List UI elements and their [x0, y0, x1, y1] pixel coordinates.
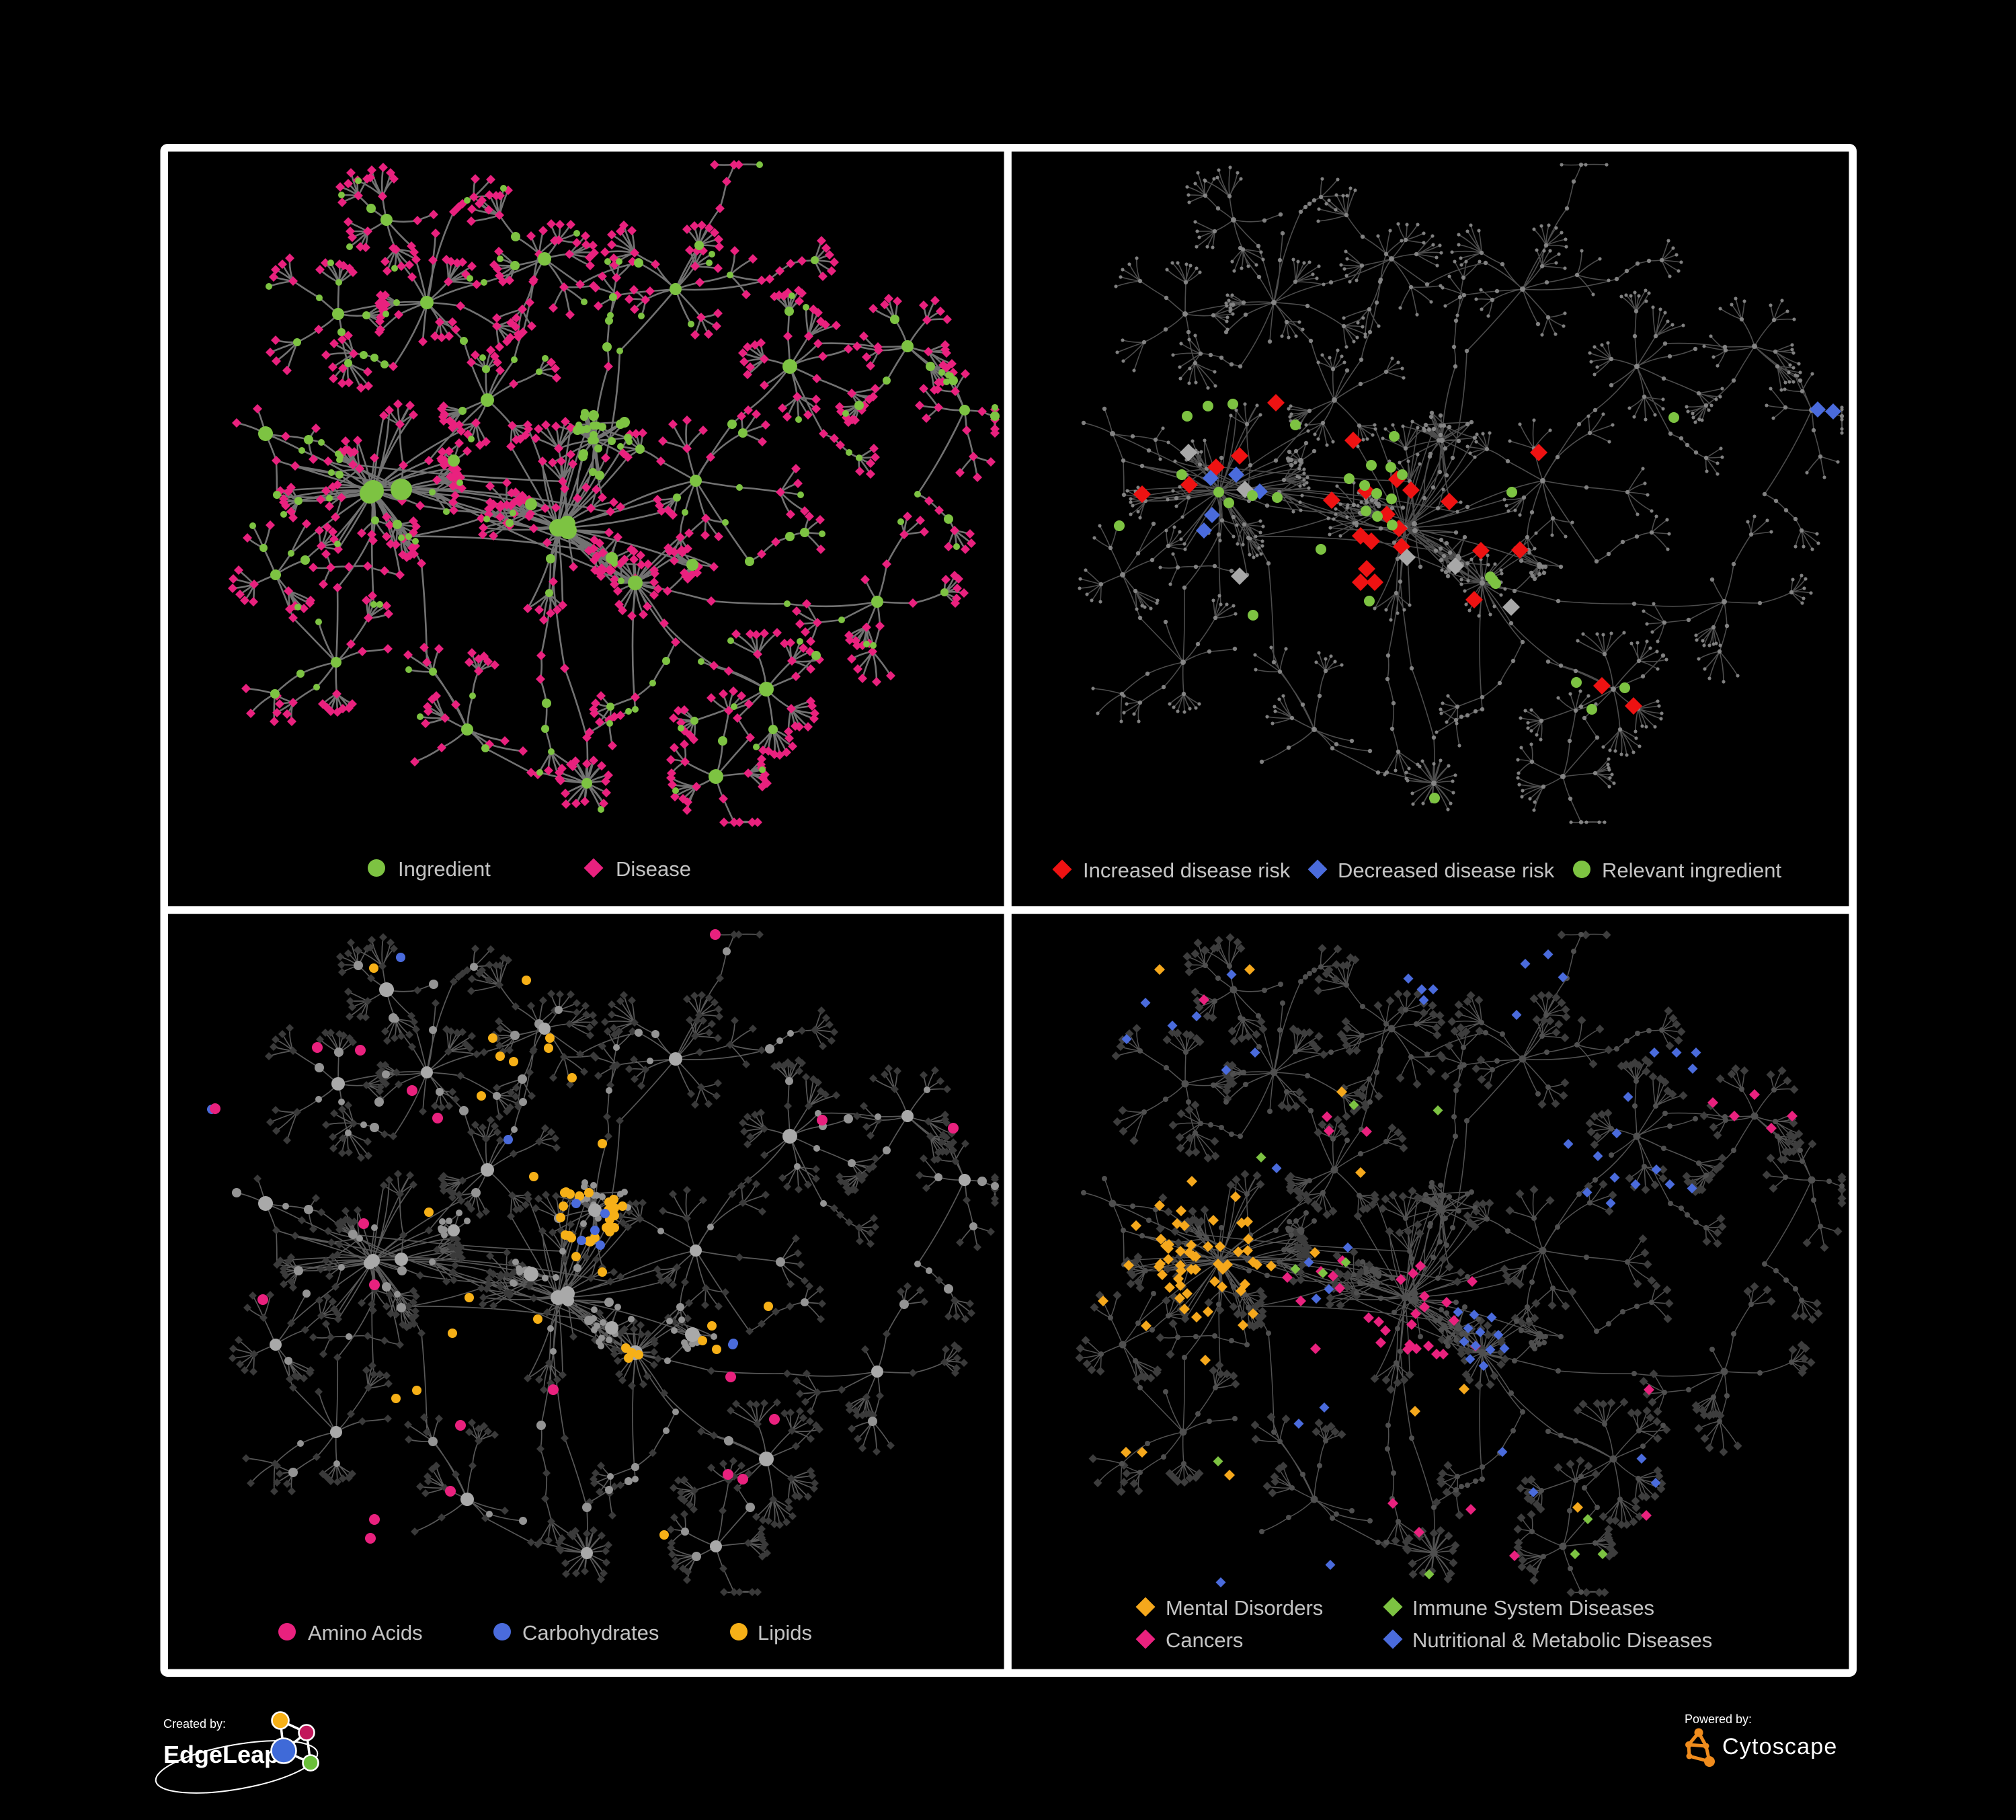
- svg-text:Powered by:: Powered by:: [1685, 1712, 1752, 1726]
- svg-text:EdgeLeap: EdgeLeap: [163, 1741, 279, 1768]
- svg-text:Disease: Disease: [616, 857, 691, 881]
- svg-text:Cytoscape: Cytoscape: [1722, 1734, 1837, 1759]
- svg-text:Created by:: Created by:: [163, 1717, 226, 1731]
- svg-text:Decreased disease risk: Decreased disease risk: [1338, 859, 1555, 882]
- svg-text:Increased disease risk: Increased disease risk: [1083, 859, 1291, 882]
- svg-text:Lipids: Lipids: [758, 1621, 812, 1645]
- svg-text:Mental Disorders: Mental Disorders: [1166, 1596, 1323, 1620]
- svg-text:Ingredient: Ingredient: [398, 857, 491, 881]
- svg-text:Carbohydrates: Carbohydrates: [522, 1621, 659, 1645]
- svg-text:Immune System Diseases: Immune System Diseases: [1412, 1596, 1654, 1620]
- svg-text:Nutritional & Metabolic Diseas: Nutritional & Metabolic Diseases: [1412, 1628, 1712, 1652]
- svg-text:Relevant ingredient: Relevant ingredient: [1602, 859, 1782, 882]
- svg-text:Amino Acids: Amino Acids: [308, 1621, 423, 1645]
- svg-text:Cancers: Cancers: [1166, 1628, 1243, 1652]
